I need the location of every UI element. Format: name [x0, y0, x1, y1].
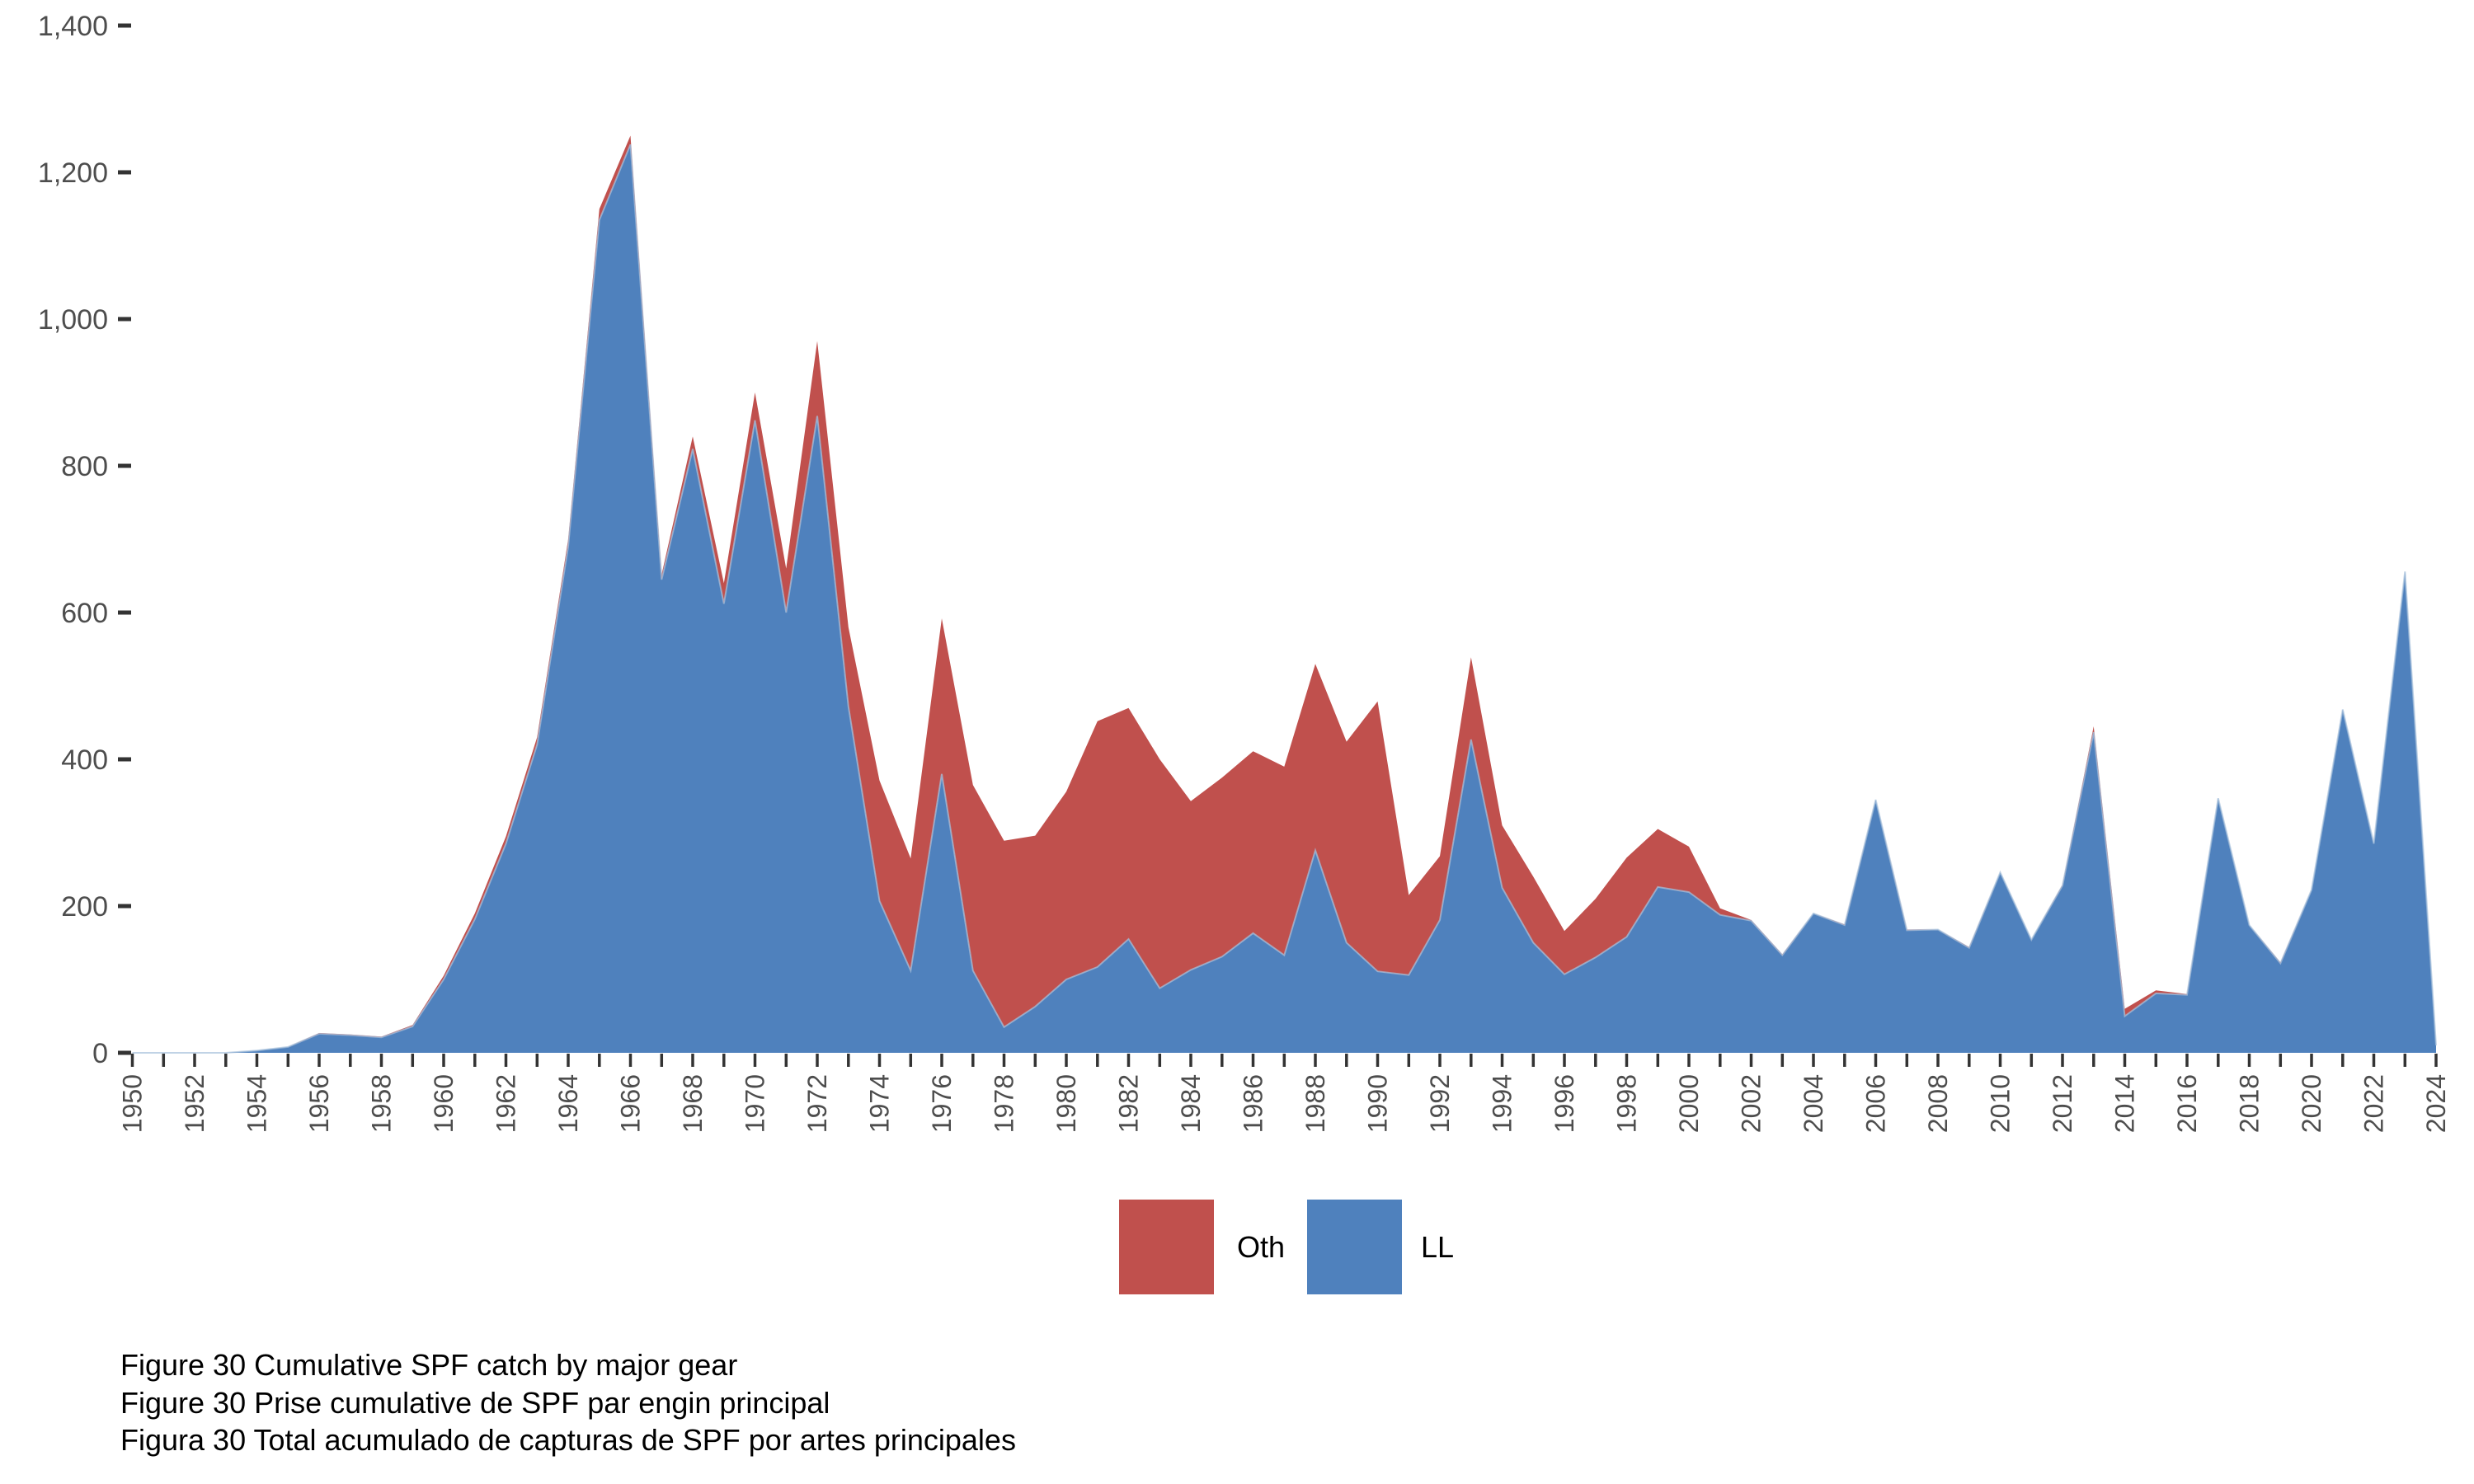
svg-text:1992: 1992	[1425, 1074, 1455, 1133]
ll-top-edge	[132, 143, 2437, 1054]
svg-text:1988: 1988	[1300, 1074, 1330, 1133]
svg-text:1954: 1954	[242, 1074, 272, 1133]
svg-text:2018: 2018	[2235, 1074, 2265, 1133]
svg-text:2024: 2024	[2421, 1074, 2451, 1133]
svg-text:1,200: 1,200	[38, 157, 108, 189]
legend-label-ll: LL	[1421, 1229, 1455, 1264]
svg-text:1,400: 1,400	[38, 11, 108, 42]
svg-text:2012: 2012	[2048, 1074, 2077, 1133]
svg-text:400: 400	[61, 744, 108, 776]
svg-text:1994: 1994	[1488, 1074, 1517, 1133]
svg-text:1990: 1990	[1363, 1074, 1393, 1133]
caption-spanish: Figura 30 Total acumulado de capturas de…	[120, 1423, 1016, 1457]
svg-text:1996: 1996	[1550, 1074, 1579, 1133]
svg-text:1956: 1956	[304, 1074, 334, 1133]
svg-text:1974: 1974	[865, 1074, 895, 1133]
svg-text:2010: 2010	[1986, 1074, 2015, 1133]
svg-text:2004: 2004	[1799, 1074, 1828, 1133]
figure-captions: Figure 30 Cumulative SPF catch by major …	[120, 1346, 1016, 1459]
y-axis-labels: 0 200 400 600 800 1,000 1,200 1,400	[38, 11, 108, 1069]
svg-text:2006: 2006	[1861, 1074, 1891, 1133]
svg-text:2008: 2008	[1923, 1074, 1953, 1133]
svg-text:1950: 1950	[118, 1074, 148, 1133]
svg-text:1962: 1962	[492, 1074, 521, 1133]
svg-text:1966: 1966	[616, 1074, 646, 1133]
svg-text:600: 600	[61, 598, 108, 629]
svg-text:2016: 2016	[2172, 1074, 2202, 1133]
caption-english: Figure 30 Cumulative SPF catch by major …	[120, 1348, 738, 1382]
area-oth	[132, 135, 2436, 1053]
svg-text:0: 0	[92, 1038, 108, 1069]
svg-text:1982: 1982	[1114, 1074, 1144, 1133]
legend-label-oth: Oth	[1237, 1229, 1286, 1264]
legend-swatch-oth	[1119, 1200, 1214, 1294]
svg-text:1998: 1998	[1612, 1074, 1642, 1133]
svg-text:800: 800	[61, 451, 108, 482]
svg-text:1984: 1984	[1176, 1074, 1206, 1133]
caption-french: Figure 30 Prise cumulative de SPF par en…	[120, 1385, 830, 1420]
svg-text:2020: 2020	[2297, 1074, 2326, 1133]
area-ll	[132, 144, 2436, 1054]
x-axis-labels: 1950 1952 1954 1956 1958 1960 1962 1964 1966 1968…	[118, 1074, 2452, 1133]
svg-text:2002: 2002	[1737, 1074, 1766, 1133]
legend-swatch-ll	[1307, 1200, 1402, 1294]
svg-text:2022: 2022	[2359, 1074, 2389, 1133]
svg-text:1986: 1986	[1239, 1074, 1268, 1133]
x-axis-ticks	[130, 1054, 2438, 1067]
svg-text:1978: 1978	[990, 1074, 1019, 1133]
svg-text:2014: 2014	[2110, 1074, 2140, 1133]
svg-text:1976: 1976	[927, 1074, 957, 1133]
svg-text:1,000: 1,000	[38, 304, 108, 336]
svg-text:1952: 1952	[180, 1074, 209, 1133]
svg-text:1968: 1968	[678, 1074, 708, 1133]
svg-text:200: 200	[61, 891, 108, 923]
y-axis-ticks	[118, 23, 131, 1055]
svg-text:1958: 1958	[367, 1074, 397, 1133]
svg-text:1972: 1972	[802, 1074, 832, 1133]
svg-text:1970: 1970	[741, 1074, 770, 1133]
svg-text:1964: 1964	[553, 1074, 583, 1133]
svg-text:1980: 1980	[1051, 1074, 1081, 1133]
area-layers	[132, 135, 2437, 1054]
svg-text:1960: 1960	[429, 1074, 459, 1133]
svg-text:2000: 2000	[1674, 1074, 1704, 1133]
